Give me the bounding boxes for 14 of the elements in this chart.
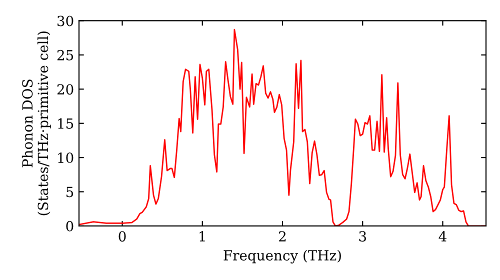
x-tick-label: 3 [359,231,366,242]
x-tick-label: 2 [279,231,286,242]
y-tick-label: 0 [66,220,74,232]
x-tick-label: 0 [118,231,126,242]
y-tick-label: 20 [57,84,74,95]
x-tick-label: 1 [200,231,205,242]
x-tick-label: 4 [438,231,446,242]
y-tick-label: 25 [57,50,74,60]
y-tick-label: 30 [58,16,74,26]
y-axis-title: Phonon DOS (States/THz·primitive cell) [22,31,51,216]
y-tick-label: 5 [66,186,74,198]
y-tick-label: 15 [58,118,74,129]
x-axis-title: Frequency (THz) [224,250,341,264]
y-tick-label: 10 [58,152,74,164]
